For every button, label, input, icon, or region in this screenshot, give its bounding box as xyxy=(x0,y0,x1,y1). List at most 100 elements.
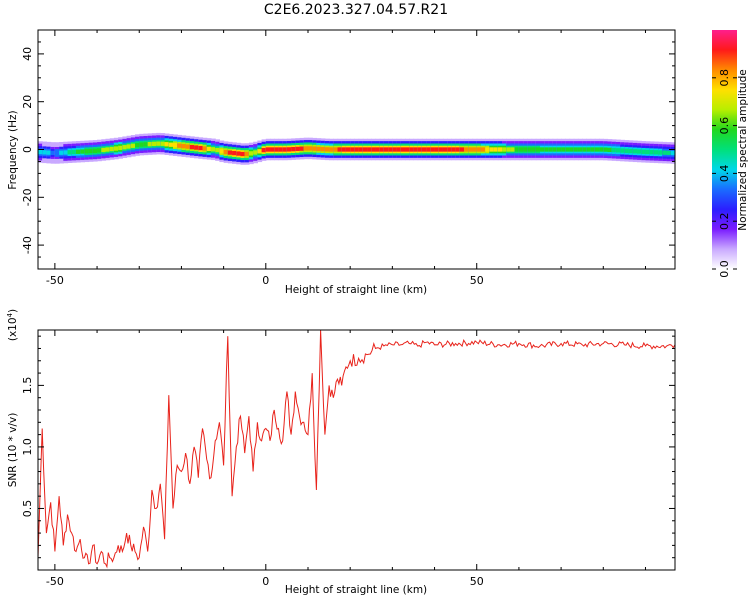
heatmap-cell xyxy=(122,145,128,150)
heatmap-cell xyxy=(261,147,267,153)
heatmap-cell xyxy=(282,147,288,152)
snr-plot-area xyxy=(38,330,675,570)
heatmap-cell xyxy=(493,147,499,152)
heatmap-cell xyxy=(510,147,516,152)
heatmap-cell xyxy=(645,149,651,155)
heatmap-cell xyxy=(662,150,668,155)
heatmap-cell xyxy=(168,142,174,147)
heatmap-cell xyxy=(345,147,351,152)
snr-panel: -50 0 50 0.5 1.0 1.5 Height of straight line … xyxy=(6,309,676,596)
y-tick-label: 0 xyxy=(21,146,34,153)
heatmap-cell xyxy=(236,151,242,156)
heatmap-cell xyxy=(227,150,233,155)
x-tick-label: 0 xyxy=(262,274,269,287)
heatmap-cell xyxy=(181,144,187,149)
heatmap-cell xyxy=(156,141,161,146)
heatmap-cell xyxy=(38,149,43,155)
heatmap-cell xyxy=(54,150,60,156)
heatmap-cell xyxy=(50,150,56,156)
snr-y-label: SNR (10 * v/v) xyxy=(7,413,19,488)
heatmap-cell xyxy=(198,145,204,151)
y-tick-label: 1.5 xyxy=(21,377,34,395)
heatmap-cell xyxy=(417,147,423,152)
heatmap-cell xyxy=(371,147,377,152)
heatmap-cell xyxy=(270,147,275,152)
heatmap-cell xyxy=(316,146,322,152)
heatmap-cell xyxy=(540,147,545,152)
heatmap-cell xyxy=(594,147,600,152)
heatmap-cell xyxy=(223,149,229,155)
heatmap-cell xyxy=(185,144,191,149)
heatmap-cell xyxy=(413,147,419,152)
heatmap-cell xyxy=(206,146,212,152)
heatmap-cell xyxy=(388,147,393,152)
heatmap-cell xyxy=(101,147,107,153)
heatmap-cell xyxy=(518,147,524,152)
heatmap-cell xyxy=(430,147,436,152)
heatmap-cell xyxy=(658,150,663,155)
heatmap-cell xyxy=(354,147,360,152)
colorbar-tick-label: 0.6 xyxy=(718,117,731,135)
heatmap-cell xyxy=(42,150,48,155)
heatmap-cell xyxy=(527,147,533,152)
heatmap-cell xyxy=(392,147,398,152)
heatmap-cell xyxy=(88,148,94,154)
heatmap-cell xyxy=(666,150,672,155)
heatmap-cell xyxy=(379,147,385,152)
heatmap-cell xyxy=(535,147,541,152)
heatmap-cell xyxy=(291,146,296,152)
heatmap-cell xyxy=(341,147,347,152)
heatmap-cell xyxy=(329,147,334,152)
heatmap-cell xyxy=(632,149,638,154)
heatmap-cell xyxy=(307,146,313,151)
heatmap-cell xyxy=(565,147,571,152)
heatmap-cell xyxy=(641,149,647,154)
heatmap-cell xyxy=(215,147,220,153)
spectrogram-y-label: Frequency (Hz) xyxy=(7,110,19,189)
heatmap-cell xyxy=(160,141,166,146)
heatmap-cell xyxy=(189,144,195,150)
snr-ticks: -50 0 50 0.5 1.0 1.5 xyxy=(21,330,675,588)
heatmap-cell xyxy=(337,147,343,152)
heatmap-cell xyxy=(421,147,427,152)
y-tick-label: -40 xyxy=(21,236,34,254)
colorbar: 0.0 0.2 0.4 0.6 0.8 Normalized spectral ampl… xyxy=(712,30,749,278)
x-tick-label: -50 xyxy=(46,274,64,287)
heatmap-cell xyxy=(358,147,364,152)
heatmap-cell xyxy=(400,147,406,152)
heatmap-cell xyxy=(375,147,381,152)
heatmap-cell xyxy=(468,147,474,152)
heatmap-cell xyxy=(248,151,254,156)
heatmap-cell xyxy=(312,146,318,151)
heatmap-cell xyxy=(434,147,440,152)
y-tick-label: 1.0 xyxy=(21,438,34,456)
heatmap-cell xyxy=(611,147,617,153)
heatmap-cell xyxy=(210,147,216,152)
heatmap-cell xyxy=(274,147,280,152)
heatmap-cell xyxy=(46,150,52,155)
heatmap-cell xyxy=(405,147,410,152)
y-tick-label: 20 xyxy=(21,95,34,109)
heatmap-cell xyxy=(569,147,575,152)
x-tick-label: -50 xyxy=(46,575,64,588)
heatmap-cell xyxy=(628,148,634,154)
x-tick-label: 50 xyxy=(470,575,484,588)
snr-x-label: Height of straight line (km) xyxy=(285,584,427,596)
page-title: C2E6.2023.327.04.57.R21 xyxy=(263,2,449,18)
heatmap-cell xyxy=(523,147,528,152)
heatmap-cell xyxy=(67,150,73,155)
heatmap-cell xyxy=(464,147,469,152)
colorbar-ticks: 0.0 0.2 0.4 0.6 0.8 xyxy=(712,69,737,278)
heatmap-cell xyxy=(59,150,64,155)
heatmap-cell xyxy=(502,147,507,152)
heatmap-cell xyxy=(177,143,183,148)
heatmap-cell xyxy=(75,149,81,154)
heatmap-cell xyxy=(624,148,630,153)
heatmap-cell xyxy=(135,142,140,148)
heatmap-cell xyxy=(105,147,111,152)
heatmap-cell xyxy=(109,146,115,152)
heatmap-cell xyxy=(497,147,503,152)
heatmap-cell xyxy=(472,147,478,152)
heatmap-cell xyxy=(447,147,453,152)
